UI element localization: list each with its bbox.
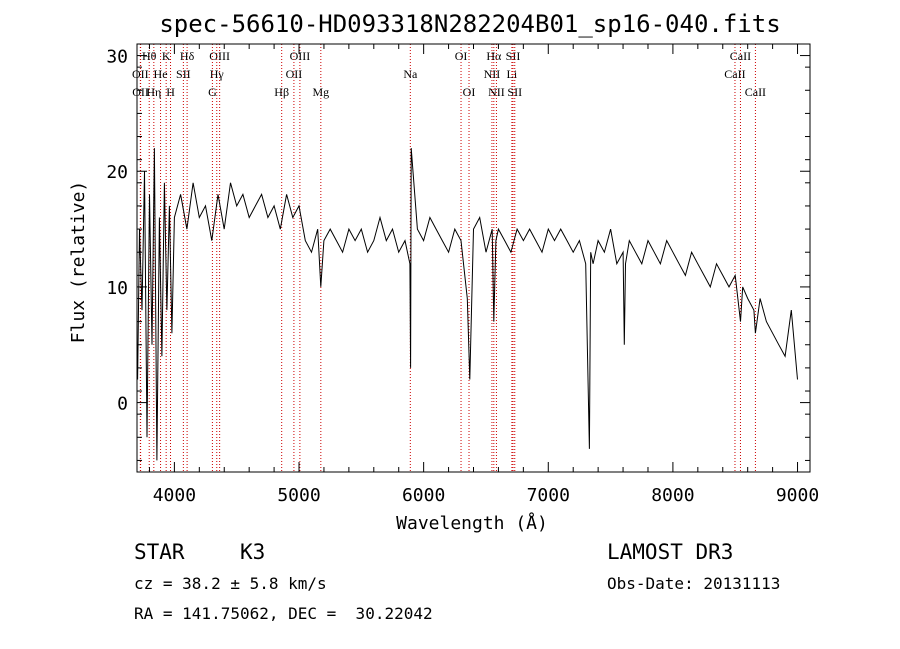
line-marker-label: He	[154, 67, 168, 81]
x-tick-label: 7000	[527, 485, 570, 506]
line-marker-label: Na	[403, 67, 418, 81]
y-tick-label: 10	[106, 278, 128, 299]
line-marker-label: Hθ	[142, 49, 157, 63]
line-marker-label: OI	[455, 49, 468, 63]
line-marker-layer: Hθ K Hδ OIII OIII OI Hα SII CaII OII He SII Hγ OII Na N…	[132, 44, 766, 472]
line-marker-label: OI	[463, 85, 476, 99]
line-marker-label: SII	[176, 67, 191, 81]
x-tick-label: 5000	[277, 485, 320, 506]
x-axis-label: Wavelength (Å)	[396, 512, 548, 534]
line-marker-label: OIII	[209, 49, 230, 63]
y-tick-label: 30	[106, 47, 128, 68]
line-marker-label: Hδ	[180, 49, 195, 63]
line-marker-label: G	[208, 85, 217, 99]
y-tick-label: 0	[117, 394, 128, 415]
spectrum-series-line	[137, 148, 798, 461]
x-tick-label: 8000	[651, 485, 694, 506]
line-marker-label: NII	[488, 85, 505, 99]
line-marker-label: K	[162, 49, 171, 63]
line-marker-label: NII	[484, 67, 501, 81]
coordinates-readout: RA = 141.75062, DEC = 30.22042	[134, 604, 433, 623]
line-marker-label: Hγ	[210, 67, 225, 81]
line-marker-label: Li	[507, 67, 518, 81]
line-marker-label: CaII	[724, 67, 745, 81]
line-marker-label: CaII	[730, 49, 751, 63]
line-marker-label: SII	[507, 85, 522, 99]
line-marker-label: OII	[286, 67, 303, 81]
line-marker-label: Hβ	[274, 85, 289, 99]
y-axis-label: Flux (relative)	[68, 181, 89, 344]
y-tick-label: 20	[106, 162, 128, 183]
line-marker-label: OIII	[290, 49, 311, 63]
x-tick-label: 4000	[153, 485, 196, 506]
chart-title: spec-56610-HD093318N282204B01_sp16-040.f…	[159, 10, 780, 38]
x-tick-label: 9000	[776, 485, 819, 506]
line-marker-label: SII	[506, 49, 521, 63]
line-marker-label: CaII	[745, 85, 766, 99]
x-tick-label: 6000	[402, 485, 445, 506]
line-marker-label: Hη	[146, 85, 161, 99]
line-marker-label: OII	[132, 85, 149, 99]
axis-ticks: 4000 5000 6000 7000 8000 9000 0 10 20 30	[106, 44, 819, 506]
observation-date: Obs-Date: 20131113	[607, 574, 781, 593]
plot-frame	[136, 43, 811, 473]
spectral-subclass: K3	[240, 540, 266, 564]
line-marker-label: H	[166, 85, 175, 99]
line-marker-label: Hα	[486, 49, 502, 63]
redshift-readout: cz = 38.2 ± 5.8 km/s	[134, 574, 327, 593]
object-type: STAR	[134, 540, 185, 564]
survey-name: LAMOST DR3	[607, 540, 734, 564]
line-marker-label: Mg	[312, 85, 329, 99]
